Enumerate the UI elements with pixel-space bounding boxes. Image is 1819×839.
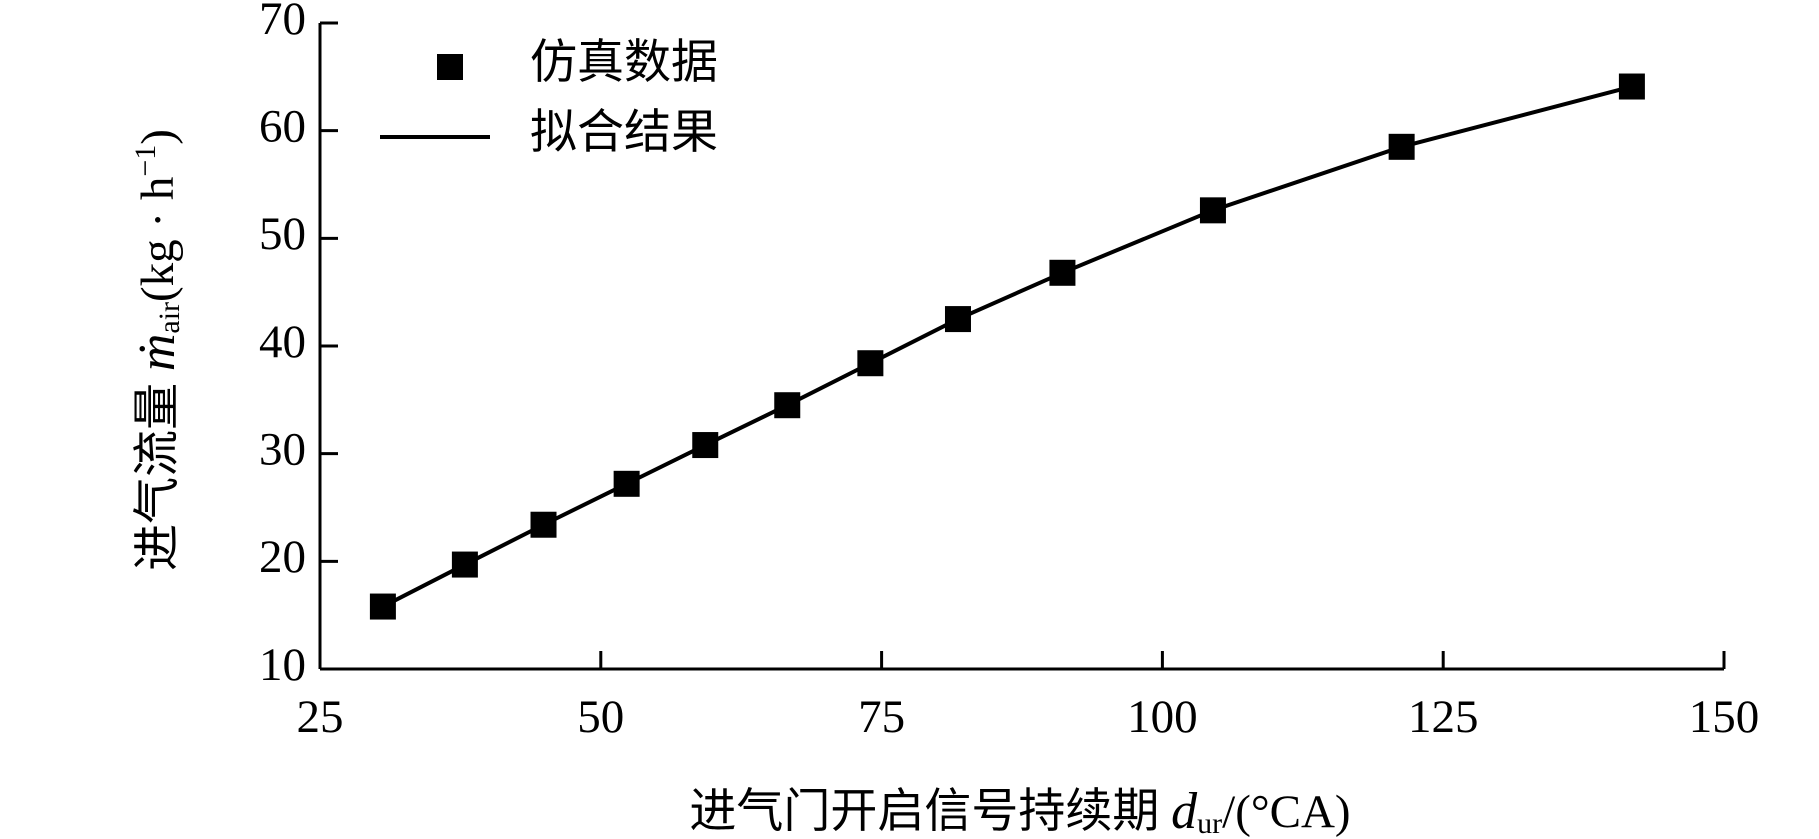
marker <box>530 511 557 538</box>
x-axis-label: 进气门开启信号持续期 dur/(°CA) <box>689 783 1350 839</box>
y-tick-label: 40 <box>259 316 306 368</box>
x-tick-label: 75 <box>858 691 905 743</box>
marker <box>857 350 884 377</box>
legend-label: 仿真数据 <box>530 37 718 89</box>
marker <box>1199 197 1226 224</box>
y-tick-label: 10 <box>259 639 306 691</box>
y-tick-label: 60 <box>259 100 306 152</box>
y-tick-label: 50 <box>259 208 306 260</box>
x-tick-label: 150 <box>1689 691 1760 743</box>
marker <box>451 551 478 578</box>
x-tick-label: 125 <box>1408 691 1479 743</box>
x-tick-label: 25 <box>297 691 344 743</box>
marker <box>774 392 801 419</box>
marker <box>613 470 640 497</box>
y-tick-label: 30 <box>259 423 306 475</box>
marker <box>1049 259 1076 286</box>
marker <box>369 593 396 620</box>
marker <box>1388 133 1415 160</box>
x-tick-label: 50 <box>577 691 624 743</box>
y-tick-label: 70 <box>259 0 306 45</box>
y-tick-label: 20 <box>259 531 306 583</box>
legend-label: 拟合结果 <box>530 107 718 159</box>
marker <box>692 432 719 459</box>
y-axis-label: 进气流量 ṁair(kg · h−1) <box>129 129 186 571</box>
legend-marker <box>437 54 463 80</box>
fit-line <box>381 84 1633 609</box>
marker <box>1618 73 1645 100</box>
marker <box>944 306 971 333</box>
x-tick-label: 100 <box>1127 691 1198 743</box>
